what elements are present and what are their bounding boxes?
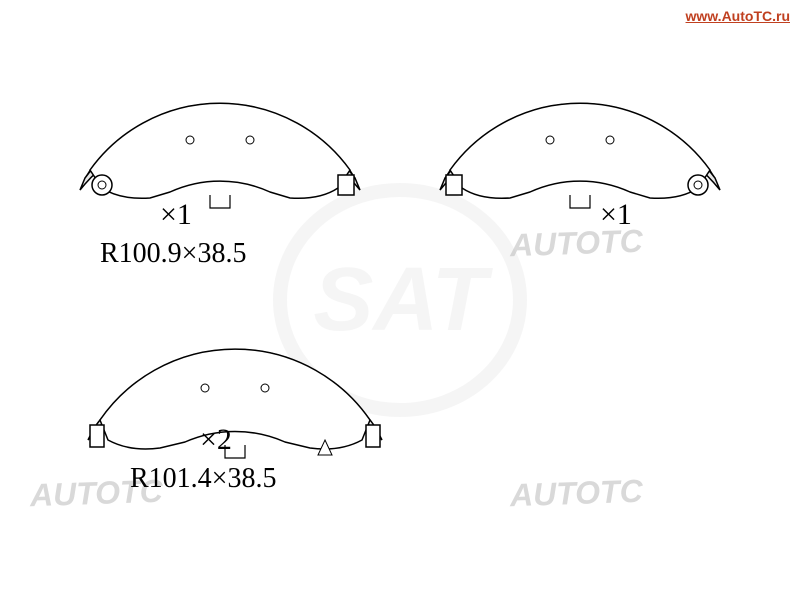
brake-shoe-top-right xyxy=(420,60,740,210)
qty-label-top-right: ×1 xyxy=(600,198,632,232)
watermark-text-3: AUTOTC xyxy=(509,473,643,515)
brake-shoe-top-left xyxy=(60,60,380,210)
brake-shoe-bottom-left xyxy=(70,310,400,460)
dim-label-top-left: R100.9×38.5 xyxy=(100,238,246,270)
dim-label-bottom-left: R101.4×38.5 xyxy=(130,463,276,495)
qty-label-top-left: ×1 xyxy=(160,198,192,232)
qty-label-bottom-left: ×2 xyxy=(200,423,232,457)
watermark-url: www.AutoTC.ru xyxy=(686,8,790,24)
